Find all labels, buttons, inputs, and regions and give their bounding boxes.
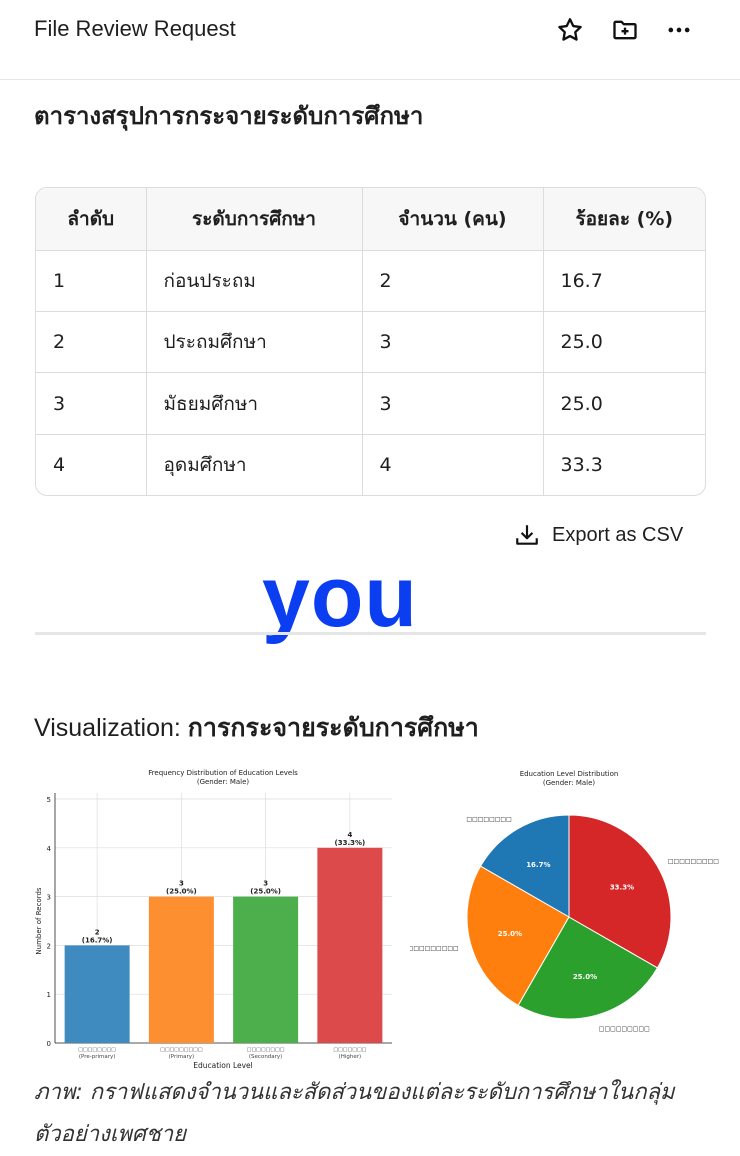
table-cell: 4 xyxy=(36,434,147,495)
table-cell: อุดมศึกษา xyxy=(146,434,363,495)
star-icon[interactable] xyxy=(556,16,584,44)
bar xyxy=(233,896,299,1043)
bar xyxy=(148,896,214,1043)
page-title: File Review Request xyxy=(34,16,236,41)
export-csv-label: Export as CSV xyxy=(552,523,684,546)
table-cell: ก่อนประถม xyxy=(146,250,363,312)
table-cell: 2 xyxy=(362,250,544,312)
pie-label: □□□□□□□□ xyxy=(466,816,511,823)
pie-data-label: 25.0% xyxy=(498,930,522,938)
table-row: 1 ก่อนประถม 2 16.7 xyxy=(36,250,705,312)
data-label: (16.7%) xyxy=(82,936,113,944)
x-tick-sublabel: (Secondary) xyxy=(249,1054,282,1060)
overlay-text: you xyxy=(262,549,418,645)
x-axis-label: Education Level xyxy=(193,1061,253,1070)
table-cell: 25.0 xyxy=(543,372,705,435)
chart-subtitle: (Gender: Male) xyxy=(197,778,250,786)
chart-title: Education Level Distribution xyxy=(520,770,619,778)
data-label: 2 xyxy=(95,928,100,936)
column-header: ร้อยละ (%) xyxy=(543,188,705,251)
data-label: (33.3%) xyxy=(335,839,366,847)
pie-data-label: 25.0% xyxy=(573,973,597,981)
data-label: (25.0%) xyxy=(166,888,197,896)
x-tick-label: □□□□□□□ xyxy=(333,1047,366,1053)
data-label: 3 xyxy=(263,880,268,888)
y-tick-label: 5 xyxy=(47,796,51,804)
pie-chart: Education Level Distribution(Gender: Mal… xyxy=(410,770,719,1032)
pie-slice xyxy=(568,814,672,969)
chart-subtitle: (Gender: Male) xyxy=(543,779,596,787)
table-cell: 33.3 xyxy=(560,453,603,476)
summary-table: ลำดับ ระดับการศึกษา จำนวน (คน) ร้อยละ (%… xyxy=(35,187,706,496)
figure-caption: ภาพ: กราฟแสดงจำนวนและสัดส่วนของแต่ละระดั… xyxy=(34,1080,675,1147)
bar-chart: Frequency Distribution of Education Leve… xyxy=(35,769,392,1070)
table-header-row: ลำดับ ระดับการศึกษา จำนวน (คน) ร้อยละ (%… xyxy=(36,188,705,251)
y-tick-label: 3 xyxy=(47,894,51,902)
visualization-prefix: Visualization: xyxy=(34,714,188,742)
data-label: (25.0%) xyxy=(250,888,281,896)
top-bar: File Review Request xyxy=(0,0,740,80)
table-cell: 3 xyxy=(36,372,147,435)
column-header: จำนวน (คน) xyxy=(362,188,544,251)
table-row: 2 ประถมศึกษา 3 25.0 xyxy=(36,311,705,374)
visualization-heading: Visualization: การกระจายระดับการศึกษา xyxy=(34,708,479,748)
x-tick-label: □□□□□□□□ xyxy=(247,1047,285,1053)
table-cell: 1 xyxy=(36,250,147,312)
bar xyxy=(64,945,130,1043)
pie-label: □□□□□□□□□ xyxy=(668,858,719,865)
table-cell: 3 xyxy=(362,311,544,374)
pie-data-label: 16.7% xyxy=(526,861,550,869)
pie-slice xyxy=(517,916,659,1020)
visualization-title: การกระจายระดับการศึกษา xyxy=(187,713,479,742)
download-icon xyxy=(516,525,538,545)
table-cell: 4 xyxy=(362,434,544,495)
y-tick-label: 1 xyxy=(47,991,51,999)
y-tick-label: 0 xyxy=(47,1040,51,1048)
x-tick-sublabel: (Pre-primary) xyxy=(79,1054,116,1060)
folder-plus-icon[interactable] xyxy=(611,16,639,44)
pie-data-label: 33.3% xyxy=(610,883,634,891)
y-tick-label: 2 xyxy=(47,942,51,950)
pie-label: □□□□□□□□□□ xyxy=(410,945,459,952)
data-label: 3 xyxy=(179,880,184,888)
section-title: ตารางสรุปการกระจายระดับการศึกษา xyxy=(34,102,424,130)
pie-label: □□□□□□□□□ xyxy=(599,1025,650,1032)
x-tick-label: □□□□□□□□ xyxy=(78,1047,116,1053)
table-cell: 2 xyxy=(36,311,147,374)
data-label: 4 xyxy=(347,831,352,839)
table-cell: 25.0 xyxy=(543,311,705,374)
table-cell: 16.7 xyxy=(543,250,705,312)
column-header: ลำดับ xyxy=(36,188,147,251)
x-tick-sublabel: (Primary) xyxy=(169,1054,195,1060)
divider xyxy=(35,632,706,635)
pie-slice xyxy=(479,814,570,918)
x-tick-label: □□□□□□□□□ xyxy=(160,1047,203,1053)
y-axis-label: Number of Records xyxy=(35,887,43,955)
bar xyxy=(317,847,383,1043)
export-csv-button[interactable]: Export as CSV xyxy=(514,522,683,548)
table-cell: มัธยมศึกษา xyxy=(146,372,363,435)
column-header: ระดับการศึกษา xyxy=(146,188,363,251)
pie-slice xyxy=(466,865,570,1007)
table-cell: ประถมศึกษา xyxy=(146,311,363,374)
y-tick-label: 4 xyxy=(47,845,52,853)
x-tick-sublabel: (Higher) xyxy=(339,1054,362,1060)
table-row: 3 มัธยมศึกษา 3 25.0 xyxy=(36,372,705,435)
table-row: 4 อุดมศึกษา 4 33.3 xyxy=(36,434,705,495)
more-icon[interactable] xyxy=(665,16,693,44)
chart-title: Frequency Distribution of Education Leve… xyxy=(148,769,298,777)
table-cell: 3 xyxy=(362,372,544,435)
